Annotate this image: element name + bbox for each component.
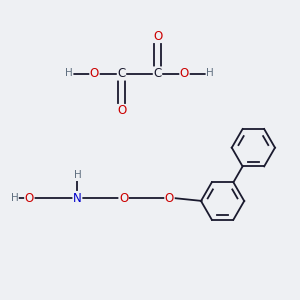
Text: H: H	[74, 170, 81, 181]
Text: C: C	[117, 67, 126, 80]
Text: H: H	[65, 68, 73, 79]
Text: O: O	[90, 67, 99, 80]
Text: O: O	[180, 67, 189, 80]
Text: H: H	[206, 68, 214, 79]
Text: O: O	[153, 29, 162, 43]
Text: H: H	[11, 193, 18, 203]
Text: O: O	[165, 191, 174, 205]
Text: O: O	[117, 104, 126, 118]
Text: O: O	[25, 191, 34, 205]
Text: O: O	[119, 191, 128, 205]
Text: C: C	[153, 67, 162, 80]
Text: N: N	[73, 191, 82, 205]
